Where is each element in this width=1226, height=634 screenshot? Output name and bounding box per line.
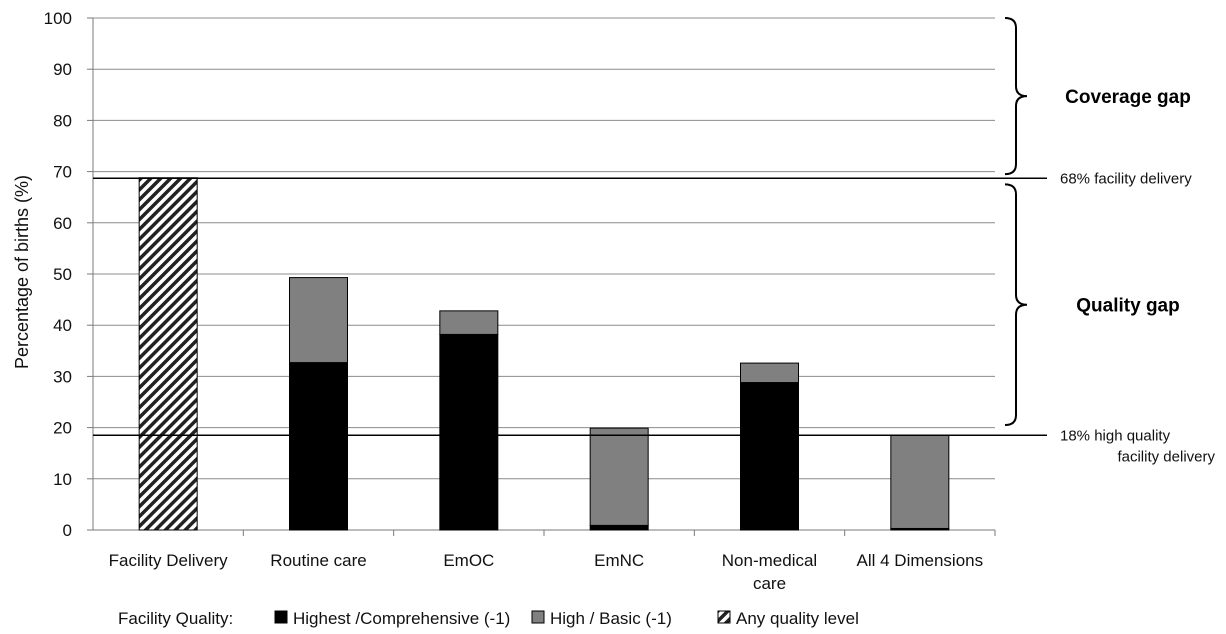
y-tick-label: 50 xyxy=(53,265,72,284)
gridlines xyxy=(93,17,995,480)
bar-segment xyxy=(589,524,649,531)
bar-segment xyxy=(138,177,198,531)
curly-bracket xyxy=(1004,17,1028,176)
x-tick-labels: Facility Delivery Routine care EmOC EmNC Non… xyxy=(109,551,983,593)
x-tick-label: care xyxy=(753,574,786,593)
bar-segment xyxy=(589,427,649,526)
legend-swatch xyxy=(531,610,545,624)
y-tick-label: 80 xyxy=(53,111,72,130)
x-tick-label: EmOC xyxy=(443,551,494,570)
y-tick-label: 30 xyxy=(53,367,72,386)
bar-segment xyxy=(289,277,348,364)
legend-entry: Highest /Comprehensive (-1) xyxy=(293,609,510,628)
y-tick-label: 70 xyxy=(53,163,72,182)
reference-line-label: 68% facility delivery xyxy=(1060,170,1192,187)
bar-segment xyxy=(740,382,799,531)
y-tick-label: 90 xyxy=(53,60,72,79)
bar-segment xyxy=(439,310,499,335)
y-tick-label: 60 xyxy=(53,214,72,233)
curly-bracket xyxy=(1004,183,1028,427)
axes xyxy=(87,17,996,536)
y-tick-label: 10 xyxy=(53,470,72,489)
bar-segment xyxy=(890,434,950,529)
bar-segment xyxy=(740,362,799,384)
y-tick-label: 20 xyxy=(53,419,72,438)
reference-line-label: 18% high quality xyxy=(1060,427,1171,444)
y-axis-label: Percentage of births (%) xyxy=(12,175,32,369)
x-tick-label: All 4 Dimensions xyxy=(857,551,984,570)
legend-swatch xyxy=(717,610,731,624)
bracket-label: Quality gap xyxy=(1076,296,1179,317)
legend-entry: High / Basic (-1) xyxy=(550,609,672,628)
x-tick-label: Routine care xyxy=(270,551,366,570)
reference-lines: 68% facility delivery 18% high quality fac… xyxy=(93,170,1215,465)
legend-title: Facility Quality: xyxy=(118,609,233,628)
y-tick-label: 0 xyxy=(63,521,72,540)
x-tick-label: Facility Delivery xyxy=(109,551,229,570)
legend-entry: Any quality level xyxy=(736,609,859,628)
bracket-label: Coverage gap xyxy=(1065,87,1191,108)
bars xyxy=(138,177,950,531)
x-tick-label: EmNC xyxy=(594,551,644,570)
y-tick-labels: 0 10 20 30 40 50 60 70 80 90 100 xyxy=(44,9,72,540)
gap-brackets: Coverage gap Quality gap xyxy=(1004,17,1191,427)
y-tick-label: 40 xyxy=(53,316,72,335)
x-tick-label: Non-medical xyxy=(722,551,817,570)
bar-segment xyxy=(439,333,499,531)
reference-line-label: facility delivery xyxy=(1117,448,1215,465)
legend-swatch xyxy=(274,610,288,624)
bar-segment xyxy=(289,362,348,531)
y-tick-label: 100 xyxy=(44,9,72,28)
legend: Facility Quality: Highest /Comprehensive… xyxy=(118,609,859,628)
